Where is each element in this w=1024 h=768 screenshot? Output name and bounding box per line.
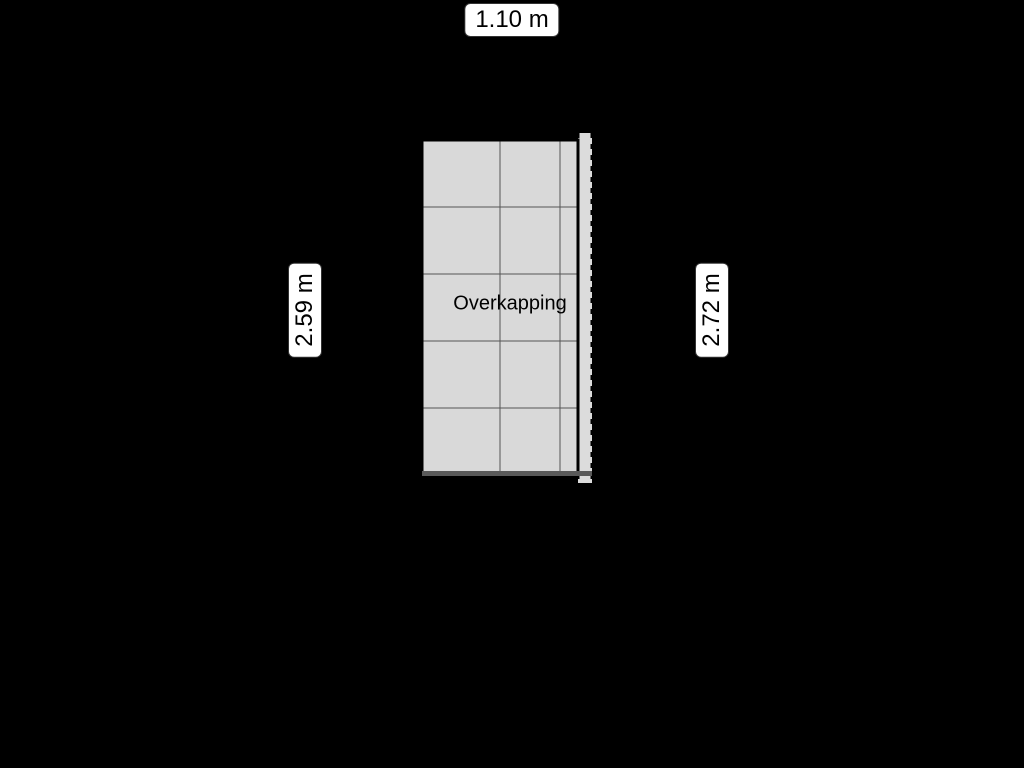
region-label-overkapping: Overkapping <box>453 293 566 316</box>
dimension-top: 1.10 m <box>464 3 559 37</box>
dimension-right: 2.72 m <box>695 262 729 357</box>
dimension-left: 2.59 m <box>288 262 322 357</box>
floorplan-svg <box>0 0 1024 768</box>
